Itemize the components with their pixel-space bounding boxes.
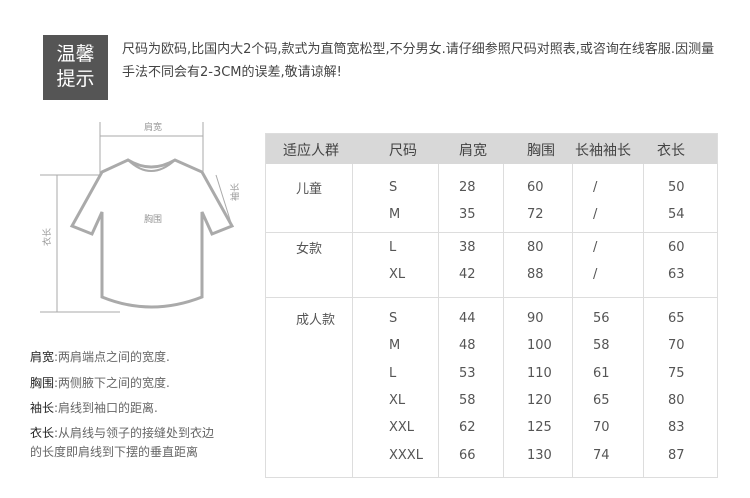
table-cell: 61 <box>593 366 610 381</box>
table-cell: 87 <box>668 448 685 463</box>
table-cell: XL <box>389 267 406 282</box>
shoulder-label: 肩宽 <box>144 121 162 133</box>
column-header: 适应人群 <box>283 143 339 159</box>
column-divider <box>572 164 573 477</box>
column-header: 胸围 <box>527 143 555 159</box>
length-label: 衣长 <box>41 228 53 246</box>
group-name: 成人款 <box>296 313 336 328</box>
table-cell: 110 <box>527 366 552 381</box>
table-cell: L <box>389 366 397 381</box>
table-cell: 42 <box>459 267 476 282</box>
table-cell: 72 <box>527 207 544 222</box>
table-cell: 58 <box>459 393 476 408</box>
legend-length: 衣长:从肩线与领子的接缝处到衣边 <box>30 426 215 440</box>
table-cell: 60 <box>668 240 685 255</box>
legend-chest: 胸围:两侧腋下之间的宽度. <box>30 376 170 390</box>
column-header: 肩宽 <box>459 143 487 159</box>
column-divider <box>352 164 353 477</box>
column-divider <box>503 164 504 477</box>
table-cell: 80 <box>527 240 544 255</box>
legend-length-cont: 的长度即肩线到下摆的垂直距离 <box>30 445 199 459</box>
table-cell: 56 <box>593 311 610 326</box>
table-cell: 90 <box>527 311 544 326</box>
legend-sleeve: 袖长:肩线到袖口的距离. <box>30 401 158 415</box>
tip-title-2: 提示 <box>56 68 95 90</box>
table-cell: 125 <box>527 420 552 435</box>
table-cell: S <box>389 311 398 326</box>
tshirt-outline <box>69 158 235 309</box>
table-cell: 28 <box>459 180 476 195</box>
table-cell: M <box>389 207 401 222</box>
table-cell: 50 <box>668 180 685 195</box>
table-cell: 70 <box>593 420 610 435</box>
table-cell: 35 <box>459 207 476 222</box>
sleeve-label: 袖长 <box>229 183 241 201</box>
tip-text: 尺码为欧码,比国内大2个码,款式为直筒宽松型,不分男女.请仔细参照尺码对照表,或… <box>122 42 715 80</box>
tip-title-1: 温馨 <box>56 43 95 65</box>
column-divider <box>438 164 439 477</box>
table-cell: XL <box>389 393 406 408</box>
table-cell: 58 <box>593 338 610 353</box>
chest-label: 胸围 <box>144 213 162 225</box>
group-name: 女款 <box>296 242 323 257</box>
column-header: 尺码 <box>389 143 417 159</box>
table-cell: XXL <box>389 420 415 435</box>
table-cell: M <box>389 338 401 353</box>
table-cell: 63 <box>668 267 685 282</box>
table-cell: 44 <box>459 311 476 326</box>
table-cell: 62 <box>459 420 476 435</box>
table-cell: 53 <box>459 366 476 381</box>
table-cell: 60 <box>527 180 544 195</box>
table-cell: S <box>389 180 398 195</box>
table-cell: 83 <box>668 420 685 435</box>
table-cell: / <box>593 240 598 255</box>
column-header: 长袖袖长 <box>575 143 631 159</box>
column-divider <box>643 164 644 477</box>
row-divider <box>266 232 717 233</box>
table-cell: 48 <box>459 338 476 353</box>
table-cell: / <box>593 207 598 222</box>
table-header: 适应人群 尺码 肩宽 胸围 长袖袖长 衣长 <box>266 134 717 164</box>
table-cell: 130 <box>527 448 552 463</box>
size-table: 适应人群 尺码 肩宽 胸围 长袖袖长 衣长 儿童 S 28 60 / 50 M 35 72 / 54 女款 L 38… <box>265 133 718 478</box>
table-cell: 88 <box>527 267 544 282</box>
table-cell: / <box>593 180 598 195</box>
table-cell: 54 <box>668 207 685 222</box>
table-cell: 66 <box>459 448 476 463</box>
tshirt-diagram: 肩宽 胸围 袖长 衣长 <box>40 121 241 313</box>
table-cell: / <box>593 267 598 282</box>
tip-label: 温馨 提示 <box>43 35 108 100</box>
table-cell: 70 <box>668 338 685 353</box>
table-cell: 100 <box>527 338 552 353</box>
table-cell: 38 <box>459 240 476 255</box>
table-cell: 75 <box>668 366 685 381</box>
table-cell: 65 <box>593 393 610 408</box>
table-cell: XXXL <box>389 448 423 463</box>
table-cell: 65 <box>668 311 685 326</box>
table-cell: L <box>389 240 397 255</box>
table-cell: 80 <box>668 393 685 408</box>
column-header: 衣长 <box>657 143 685 159</box>
row-divider <box>266 297 717 298</box>
table-cell: 74 <box>593 448 610 463</box>
group-name: 儿童 <box>296 182 323 197</box>
legend-shoulder: 肩宽:两肩端点之间的宽度. <box>30 350 170 364</box>
table-cell: 120 <box>527 393 552 408</box>
